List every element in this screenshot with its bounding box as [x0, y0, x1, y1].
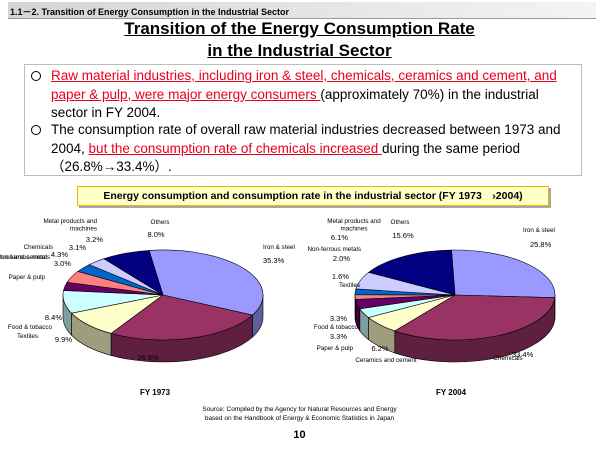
- category-label: Food & tobacco: [314, 324, 359, 331]
- value-label: 9.9%: [55, 335, 72, 344]
- value-label: 35.3%: [263, 256, 285, 265]
- value-label: 26.9%: [137, 353, 159, 362]
- value-label: 3.1%: [69, 243, 86, 252]
- bullet-1-text: Raw material industries, including iron …: [51, 67, 579, 123]
- page-title: Transition of the Energy Consumption Rat…: [0, 18, 599, 62]
- source-line-1: Source: Compiled by the Agency for Natur…: [202, 406, 397, 413]
- bullet-2-highlight: but the consumption rate of chemicals in…: [88, 140, 382, 156]
- value-label: 3.0%: [54, 259, 71, 268]
- category-label: Non-ferrous metals: [0, 254, 50, 261]
- source-note: Source: Compiled by the Agency for Natur…: [0, 405, 599, 423]
- title-line-1: Transition of the Energy Consumption Rat…: [124, 19, 475, 38]
- category-label: Ceramics and cement: [355, 357, 416, 364]
- title-line-2: in the Industrial Sector: [207, 41, 392, 60]
- pie-slice-others: [367, 249, 456, 296]
- category-label: Metal products and machines: [327, 218, 381, 233]
- page-number: 10: [293, 429, 306, 441]
- value-label: 3.3%: [330, 332, 347, 341]
- value-label: 8.0%: [147, 230, 164, 239]
- category-label: Paper & pulp: [317, 345, 354, 352]
- pie-slice-chemicals: [110, 294, 254, 341]
- value-label: 8.4%: [45, 313, 62, 322]
- category-label: Chemicals: [24, 244, 53, 251]
- value-label: 3.3%: [330, 314, 347, 323]
- value-label: 33.4%: [512, 350, 534, 359]
- bullet-2-end: during the same period（26.8%→33.4%）.: [51, 140, 521, 175]
- section-title: 1.1－2. Transition of Energy Consumption …: [10, 7, 290, 17]
- pie-slice-chemicals: [394, 294, 556, 341]
- chart-year-label: FY 2004: [436, 388, 467, 397]
- category-label: Metal products and machines: [43, 218, 97, 233]
- value-label: 4.3%: [51, 250, 68, 259]
- value-label: 15.6%: [392, 231, 414, 240]
- value-label: 6.2%: [371, 344, 388, 353]
- pie-chart-1: Iron & steel 35.3% Chemicals 26.9% Ceramics …: [0, 218, 295, 397]
- bullet-circle-icon: [31, 125, 41, 135]
- chart-year-label: FY 1973: [140, 388, 171, 397]
- chart-banner: Energy consumption and consumption rate …: [77, 186, 549, 206]
- bullet-2-start: The consumption rate of overall raw mate…: [51, 122, 561, 156]
- category-label: Food & tobacco: [8, 324, 53, 331]
- category-label: Chemicals: [493, 355, 522, 362]
- pie-slice-iron-steel: [148, 249, 264, 316]
- value-label: 25.8%: [530, 240, 552, 249]
- value-label: 1.6%: [332, 272, 349, 281]
- category-label: Ceramics and cement: [0, 254, 47, 261]
- category-label: Textiles: [339, 282, 360, 289]
- section-header: 1.1－2. Transition of Energy Consumption …: [8, 2, 596, 19]
- category-label: Textiles: [17, 333, 38, 340]
- summary-box: Raw material industries, including iron …: [24, 64, 582, 176]
- bullet-1-rest: (approximately 70%) in the industrial se…: [51, 86, 539, 121]
- value-label: 2.0%: [333, 254, 350, 263]
- pie-slice-iron-steel: [451, 249, 556, 299]
- value-label: 6.1%: [331, 233, 348, 242]
- bullet-2-text: The consumption rate of overall raw mate…: [51, 121, 579, 177]
- category-label: Others: [391, 219, 410, 226]
- bullet-circle-icon: [31, 71, 41, 81]
- category-label: Iron & steel: [523, 227, 555, 234]
- category-label: Iron & steel: [263, 244, 295, 251]
- value-label: 3.2%: [86, 235, 103, 244]
- source-line-2: based on the Handbook of Energy & Econom…: [204, 415, 395, 422]
- bullet-1-highlight: Raw material industries, including iron …: [51, 68, 557, 102]
- category-label: Others: [151, 219, 170, 226]
- pie-slice-others: [103, 250, 164, 296]
- pie-charts: Iron & steel 35.3% Chemicals 26.9% Ceramics …: [0, 218, 556, 397]
- category-label: Paper & pulp: [9, 274, 46, 281]
- category-label: Non-ferrous metals: [307, 246, 361, 253]
